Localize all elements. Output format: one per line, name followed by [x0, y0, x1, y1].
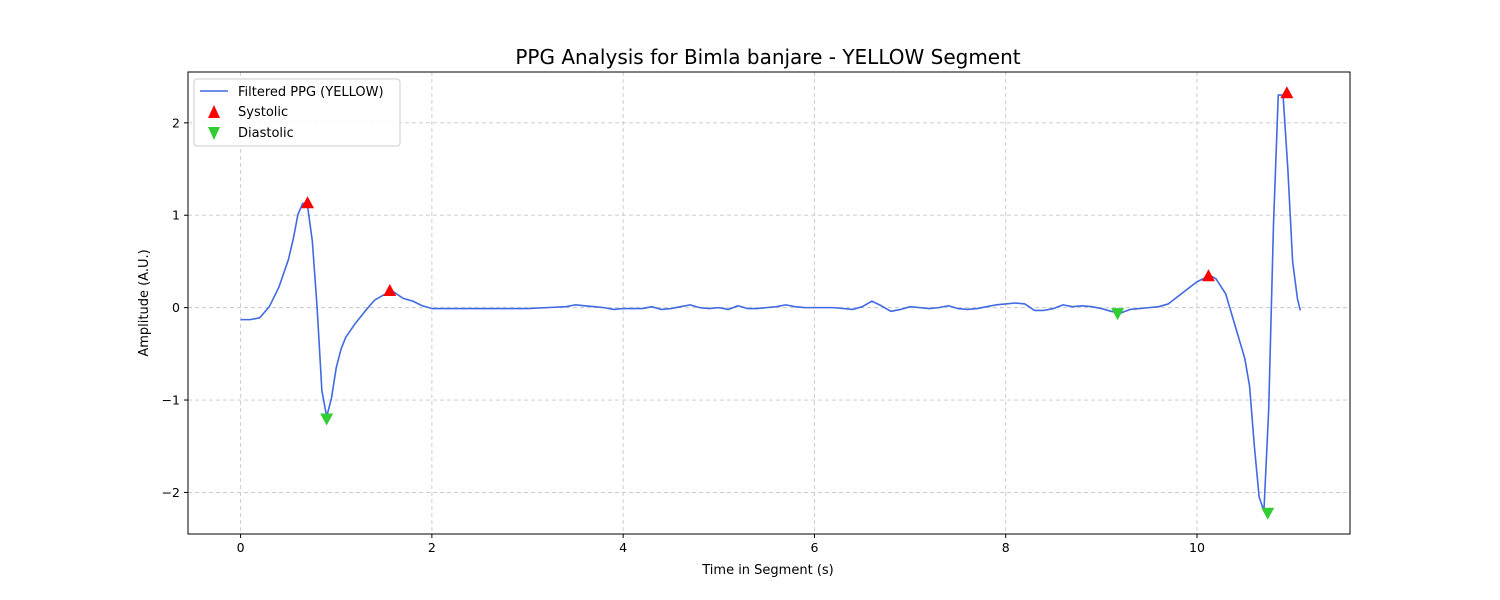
chart-title: PPG Analysis for Bimla banjare - YELLOW …: [515, 45, 1020, 69]
x-tick-label: 4: [619, 540, 627, 555]
legend-label-filtered-ppg: Filtered PPG (YELLOW): [238, 85, 384, 100]
x-axis-label: Time in Segment (s): [701, 563, 833, 578]
x-tick-label: 10: [1189, 540, 1205, 555]
y-tick-label: 2: [172, 115, 180, 130]
legend-label-systolic: Systolic: [238, 105, 288, 120]
ppg-signal-line: [240, 94, 1302, 512]
legend-systolic-marker: [208, 105, 220, 118]
x-tick-label: 8: [1002, 540, 1010, 555]
systolic-marker: [301, 196, 315, 209]
y-tick-label: 1: [172, 208, 180, 223]
legend: Filtered PPG (YELLOW) Systolic Diastolic: [193, 78, 401, 147]
y-axis-label: Amplitude (A.U.): [137, 249, 152, 356]
systolic-marker: [1201, 269, 1215, 282]
plot-area-frame: [187, 71, 1351, 535]
legend-box: [193, 78, 401, 147]
systolic-marker: [1280, 86, 1294, 99]
y-tick-label: 0: [172, 300, 180, 315]
systolic-marker: [383, 283, 397, 296]
y-tick-label: −1: [162, 393, 180, 408]
plot-markers: [301, 86, 1294, 520]
plot-lines: [240, 94, 1302, 512]
legend-diastolic-marker: [208, 127, 220, 140]
axis-ticks: 0 2 4 6 8 10 −2 −1 0 1 2: [162, 115, 1205, 555]
x-tick-label: 2: [428, 540, 436, 555]
diastolic-marker: [1261, 507, 1275, 520]
y-tick-label: −2: [162, 485, 180, 500]
x-tick-label: 0: [237, 540, 245, 555]
diastolic-marker: [320, 413, 334, 426]
x-tick-label: 6: [810, 540, 818, 555]
legend-label-diastolic: Diastolic: [238, 126, 294, 141]
grid: [188, 72, 1350, 534]
diastolic-marker: [1111, 308, 1125, 321]
